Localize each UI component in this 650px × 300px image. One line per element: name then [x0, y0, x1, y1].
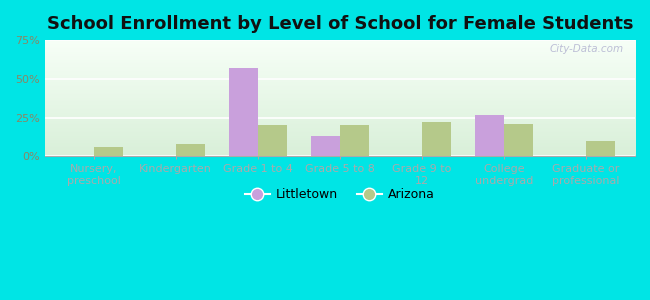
Bar: [311, 136, 340, 156]
Legend: Littletown, Arizona: Littletown, Arizona: [240, 183, 440, 206]
Text: City-Data.com: City-Data.com: [549, 44, 623, 54]
Bar: [422, 122, 450, 156]
Bar: [258, 125, 287, 156]
Bar: [94, 147, 122, 156]
Bar: [340, 125, 369, 156]
Bar: [504, 124, 532, 156]
Bar: [586, 141, 614, 156]
Title: School Enrollment by Level of School for Female Students: School Enrollment by Level of School for…: [47, 15, 633, 33]
Bar: [475, 115, 504, 156]
Bar: [229, 68, 258, 156]
Bar: [176, 144, 205, 156]
